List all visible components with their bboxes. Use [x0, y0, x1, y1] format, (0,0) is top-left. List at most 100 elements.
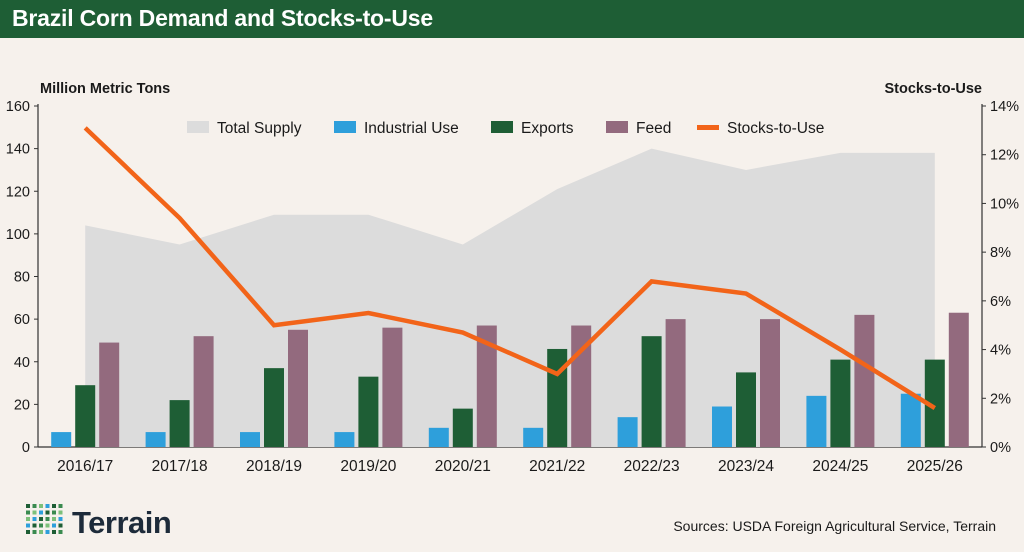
exports-bar [169, 400, 190, 447]
x-tick-label: 2020/21 [435, 458, 491, 475]
logo-dot [52, 504, 56, 508]
y-tick-label: 80 [14, 270, 30, 286]
x-tick-label: 2023/24 [718, 458, 774, 475]
logo-dot [39, 504, 43, 508]
x-tick-label: 2024/25 [812, 458, 868, 475]
logo-dot [52, 523, 56, 528]
x-tick-label: 2019/20 [340, 458, 396, 475]
y-tick-label: 100 [6, 227, 30, 243]
feed-bar [288, 329, 308, 447]
industrial-use-bar [617, 417, 638, 447]
chart-title: Brazil Corn Demand and Stocks-to-Use [12, 5, 433, 31]
y2-tick-label: 12% [990, 148, 1019, 164]
y2-tick-label: 10% [990, 196, 1019, 212]
logo-dot [39, 517, 43, 521]
x-tick-label: 2021/22 [529, 458, 585, 475]
legend-label-industrial-use: Industrial Use [364, 120, 459, 137]
stocks-to-use-line [83, 126, 936, 410]
logo-dot [52, 517, 56, 521]
logo-dot [52, 530, 56, 534]
feed-bar [193, 336, 214, 447]
logo-dot [26, 504, 30, 508]
logo-dot [45, 523, 50, 528]
legend-swatch-stocks-to-use [697, 125, 719, 130]
y-axis-title: Million Metric Tons [40, 81, 171, 97]
legend-label-feed: Feed [636, 120, 671, 137]
industrial-use-bar [806, 395, 827, 447]
exports-bar [736, 372, 756, 447]
feed-bar [760, 319, 780, 447]
legend-swatch-exports [491, 121, 513, 133]
industrial-use-bar [523, 427, 544, 447]
logo-dot [39, 510, 43, 515]
logo-dot [32, 517, 37, 521]
industrial-use-bar [712, 406, 732, 447]
logo-dot [45, 530, 50, 534]
exports-bar [452, 408, 473, 447]
feed-bar [665, 319, 686, 447]
x-tick-label: 2016/17 [57, 458, 113, 475]
feed-bar [948, 312, 969, 447]
logo-dot [32, 504, 37, 508]
legend-swatch-total-supply [187, 121, 209, 133]
industrial-use-bar [428, 427, 449, 447]
logo-dot [45, 504, 50, 508]
y-tick-label: 40 [14, 355, 30, 371]
y-tick-label: 20 [14, 397, 30, 413]
y2-tick-label: 8% [990, 245, 1011, 261]
logo-dot [32, 523, 37, 528]
exports-bar [264, 368, 284, 447]
industrial-use-bar [51, 432, 72, 447]
legend-swatch-feed [606, 121, 628, 133]
logo-dot [45, 510, 50, 515]
sources-note: Sources: USDA Foreign Agricultural Servi… [673, 518, 996, 534]
y-tick-label: 0 [22, 440, 30, 456]
legend-label-exports: Exports [521, 120, 574, 137]
logo-dot [32, 510, 37, 515]
exports-bar [75, 385, 96, 447]
x-tick-label: 2025/26 [907, 458, 963, 475]
y2-tick-label: 4% [990, 343, 1011, 359]
feed-bar [476, 325, 497, 447]
logo-dot [52, 510, 56, 515]
feed-bar [854, 314, 875, 447]
y2-tick-label: 2% [990, 391, 1011, 407]
industrial-use-bar [240, 432, 260, 447]
logo-dot [58, 523, 63, 528]
title-bar: Brazil Corn Demand and Stocks-to-Use [0, 0, 1024, 38]
exports-bar [830, 359, 851, 447]
exports-bar [641, 336, 662, 447]
terrain-logo-icon [26, 504, 63, 534]
y-tick-label: 60 [14, 312, 30, 328]
logo-dot [26, 517, 30, 521]
logo-dot [58, 530, 63, 534]
legend-label-total-supply: Total Supply [217, 120, 302, 137]
y-tick-label: 160 [6, 99, 30, 115]
y-tick-label: 140 [6, 142, 30, 158]
logo-dot [58, 510, 63, 515]
y2-tick-label: 6% [990, 294, 1011, 310]
feed-bar [382, 327, 403, 447]
logo-dot [26, 530, 30, 534]
industrial-use-bar [145, 432, 166, 447]
logo-dot [26, 510, 30, 515]
logo-dot [32, 530, 37, 534]
x-tick-label: 2022/23 [624, 458, 680, 475]
brand-logo-text: Terrain [72, 505, 172, 540]
legend-label-stocks-to-use: Stocks-to-Use [727, 120, 824, 137]
industrial-use-bar [334, 432, 355, 447]
y2-axis-title: Stocks-to-Use [884, 81, 983, 97]
legend-swatch-industrial-use [334, 121, 356, 133]
logo-dot [39, 523, 43, 528]
exports-bar [358, 376, 379, 447]
logo-dot [26, 523, 30, 528]
logo-dot [45, 517, 50, 521]
logo-dot [58, 504, 63, 508]
logo-dot [58, 517, 63, 521]
exports-bar [924, 359, 945, 447]
y2-tick-label: 14% [990, 99, 1019, 115]
industrial-use-bar [900, 393, 921, 447]
y-tick-label: 120 [6, 184, 30, 200]
feed-bar [99, 342, 120, 447]
